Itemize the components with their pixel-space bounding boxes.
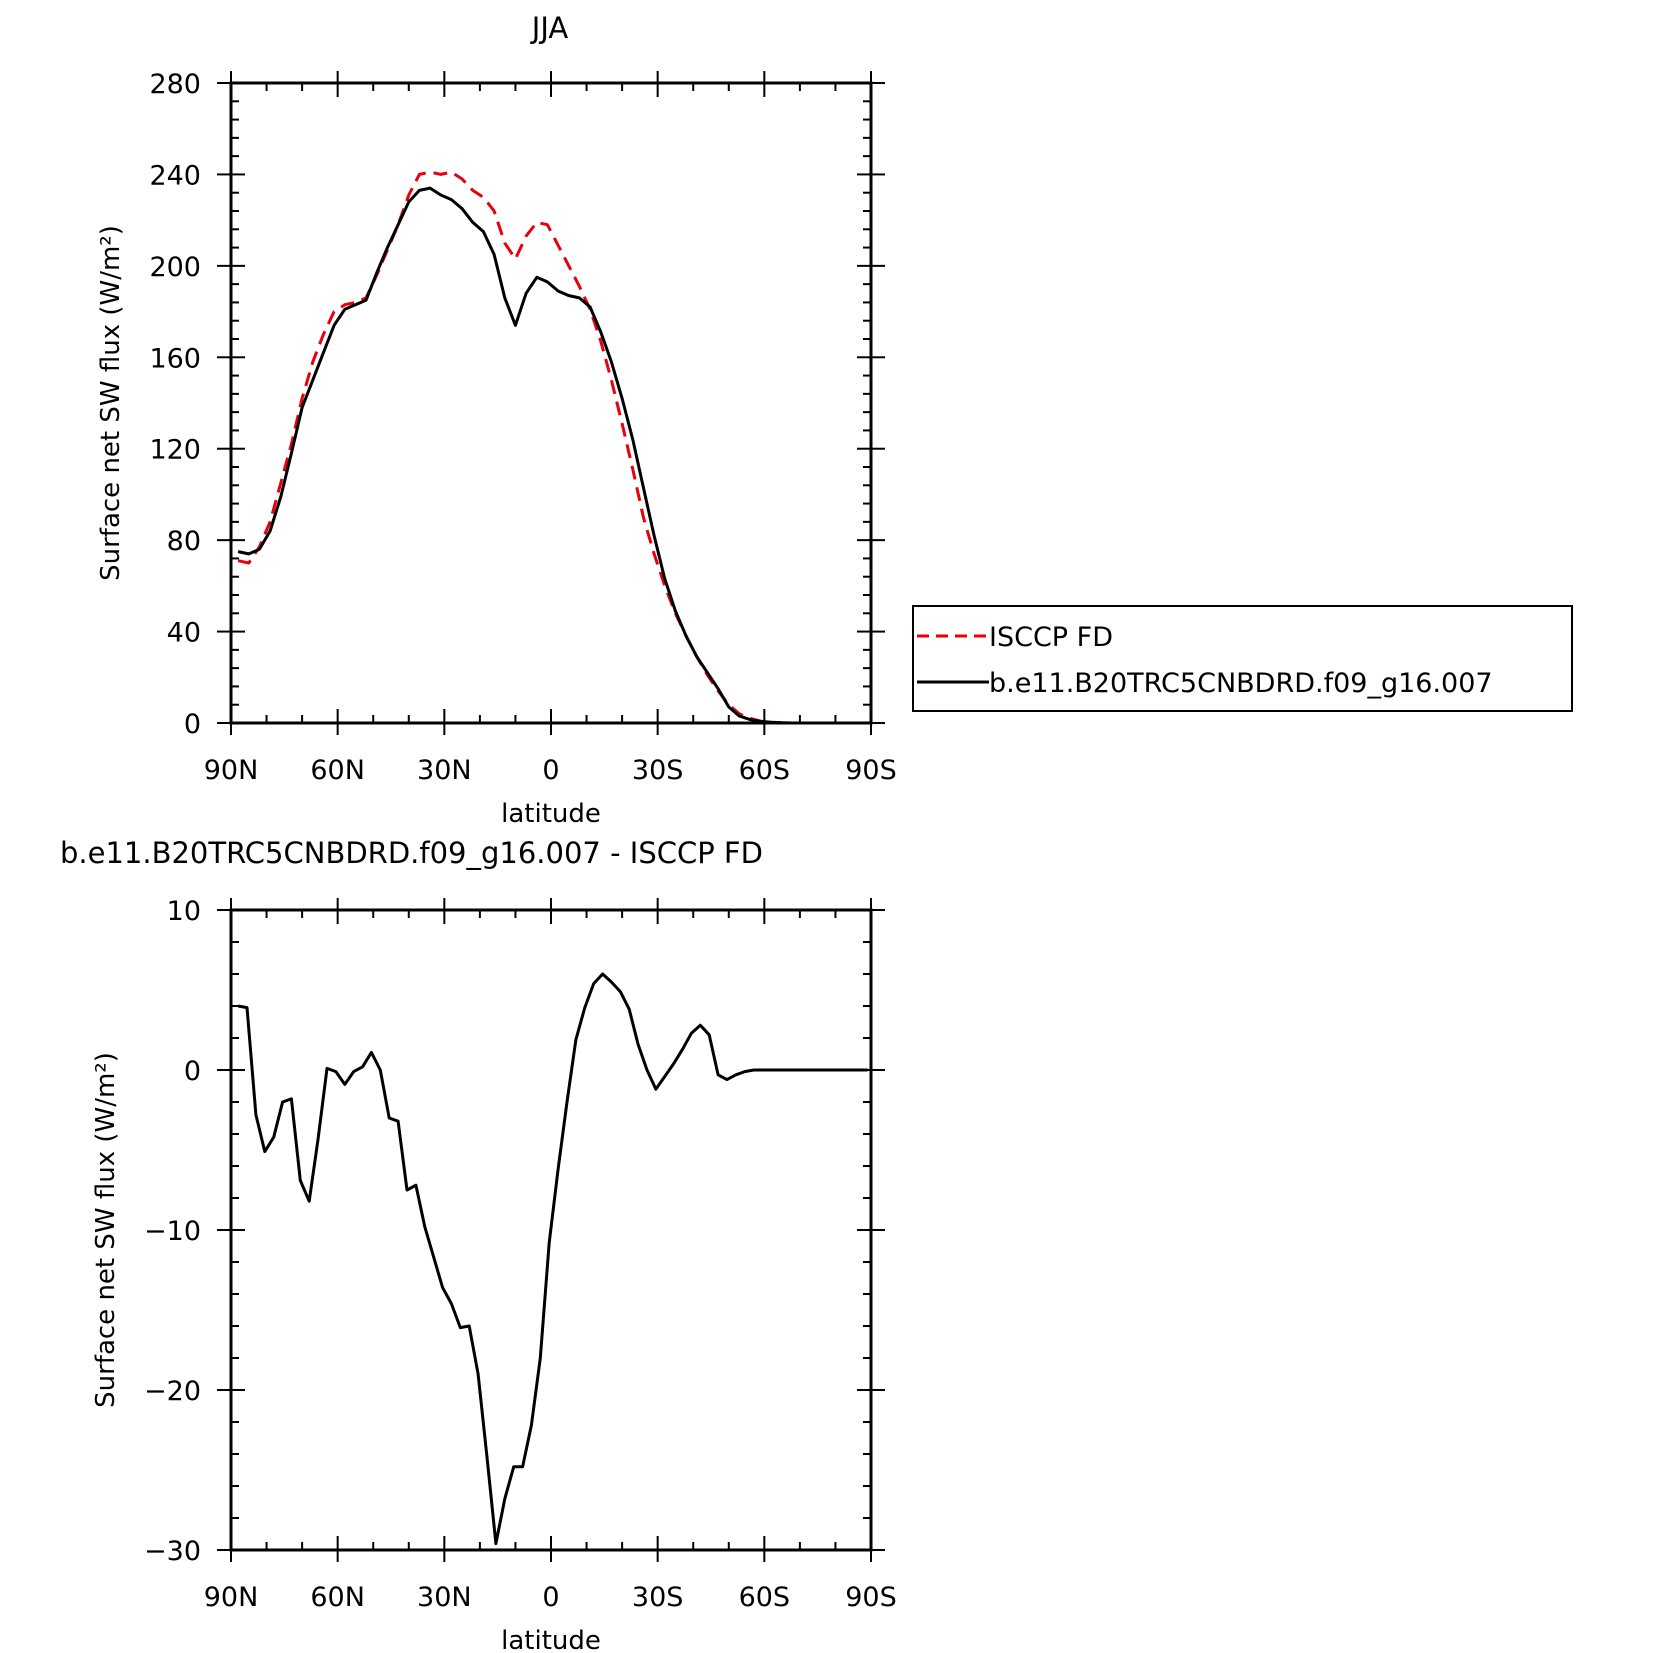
y-tick-label: 240: [149, 160, 201, 191]
chart-title: JJA: [530, 11, 569, 45]
y-tick-label: −20: [144, 1376, 201, 1407]
x-axis-title: latitude: [501, 799, 601, 829]
legend: ISCCP FD b.e11.B20TRC5CNBDRD.f09_g16.007: [912, 605, 1573, 712]
y-tick-label: −30: [144, 1536, 201, 1567]
legend-label-model: b.e11.B20TRC5CNBDRD.f09_g16.007: [989, 668, 1493, 699]
series-lines: [237, 170, 868, 725]
legend-box: [912, 605, 1573, 712]
axis-ticks: 90N 60N 30N 0 30S 60S 90S −30 −20 −10 0 10: [144, 896, 897, 1613]
series-line-model: [237, 186, 868, 725]
x-tick-label: 90S: [845, 755, 897, 786]
x-tick-label: 90N: [204, 1582, 259, 1613]
y-tick-label: 0: [184, 709, 201, 740]
y-tick-label: −10: [144, 1216, 201, 1247]
plot-frame: [229, 81, 873, 725]
y-tick-label: 120: [149, 435, 201, 466]
y-tick-label: 160: [149, 343, 201, 374]
x-tick-label: 90S: [845, 1582, 897, 1613]
x-axis-title: latitude: [501, 1626, 601, 1653]
difference-chart-title: b.e11.B20TRC5CNBDRD.f09_g16.007 - ISCCP …: [60, 836, 763, 870]
x-tick-label: 90N: [204, 755, 259, 786]
legend-label-isccp: ISCCP FD: [989, 622, 1113, 653]
series-lines: [237, 972, 868, 1546]
x-tick-label: 0: [542, 1582, 559, 1613]
x-tick-label: 30N: [417, 755, 472, 786]
x-tick-label: 60S: [739, 1582, 791, 1613]
series-line-difference: [237, 972, 868, 1546]
x-tick-label: 60N: [310, 755, 365, 786]
y-axis-title: Surface net SW flux (W/m²): [91, 1052, 121, 1408]
x-tick-label: 30S: [632, 755, 684, 786]
y-tick-label: 40: [167, 618, 201, 649]
series-line-isccp-fd: [237, 170, 868, 725]
top-panel: JJA 90N 60N 30N 0 30S 60S 90S 0 40 80 120 160 200 240…: [96, 11, 897, 829]
bottom-panel: b.e11.B20TRC5CNBDRD.f09_g16.007 - ISCCP …: [60, 836, 897, 1653]
axis-ticks: 90N 60N 30N 0 30S 60S 90S 0 40 80 120 160 200 240 280: [149, 69, 896, 786]
x-tick-label: 30S: [632, 1582, 684, 1613]
y-tick-label: 280: [149, 69, 201, 100]
x-tick-label: 0: [542, 755, 559, 786]
y-tick-label: 80: [167, 526, 201, 557]
x-tick-label: 30N: [417, 1582, 472, 1613]
x-tick-label: 60S: [739, 755, 791, 786]
x-tick-label: 60N: [310, 1582, 365, 1613]
y-axis-title: Surface net SW flux (W/m²): [96, 225, 126, 581]
y-tick-label: 10: [167, 896, 201, 927]
y-tick-label: 200: [149, 252, 201, 283]
y-tick-label: 0: [184, 1056, 201, 1087]
